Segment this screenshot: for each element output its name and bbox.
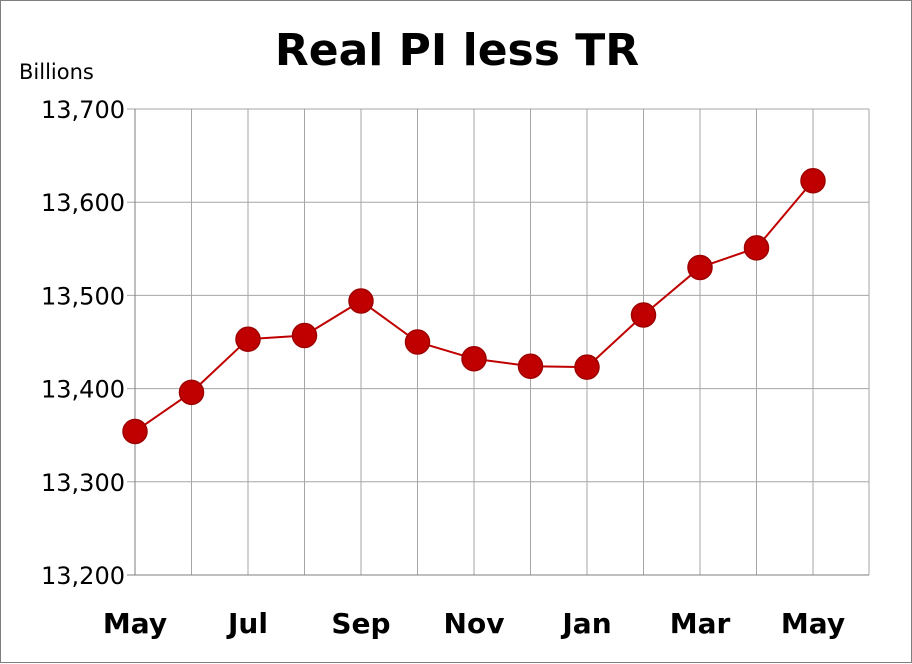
data-point (461, 346, 487, 372)
chart-title: Real PI less TR (275, 25, 639, 76)
data-point (122, 418, 148, 445)
data-point (574, 354, 600, 380)
data-point (630, 302, 657, 328)
data-point (348, 288, 374, 314)
x-tick-label: Jul (226, 607, 268, 640)
data-point (178, 379, 205, 406)
data-point (687, 254, 713, 281)
x-tick-label: Jan (560, 607, 611, 640)
x-tick-label: May (781, 607, 845, 640)
x-tick-label: Mar (670, 607, 731, 640)
y-tick-label: 13,200 (41, 562, 125, 590)
axes (127, 109, 869, 576)
y-tick-labels: 13,200 13,300 13,400 13,500 13,600 13,700 (41, 96, 125, 590)
data-points (122, 168, 826, 445)
data-point (235, 326, 261, 352)
data-point (291, 322, 318, 349)
data-point (404, 329, 431, 355)
data-point (800, 168, 826, 194)
y-tick-label: 13,700 (41, 96, 125, 124)
y-tick-label: 13,400 (41, 376, 125, 404)
y-axis-unit-label: Billions (19, 60, 94, 84)
data-point (743, 235, 770, 261)
data-point (517, 353, 544, 379)
y-tick-label: 13,500 (41, 282, 125, 310)
x-tick-label: Nov (444, 607, 505, 640)
x-tick-label: Sep (331, 607, 390, 640)
y-tick-label: 13,600 (41, 189, 125, 217)
y-tick-label: 13,300 (41, 469, 125, 497)
x-tick-label: May (103, 607, 167, 640)
x-tick-labels: May Jul Sep Nov Jan Mar May (103, 607, 845, 640)
gridlines (127, 108, 870, 576)
